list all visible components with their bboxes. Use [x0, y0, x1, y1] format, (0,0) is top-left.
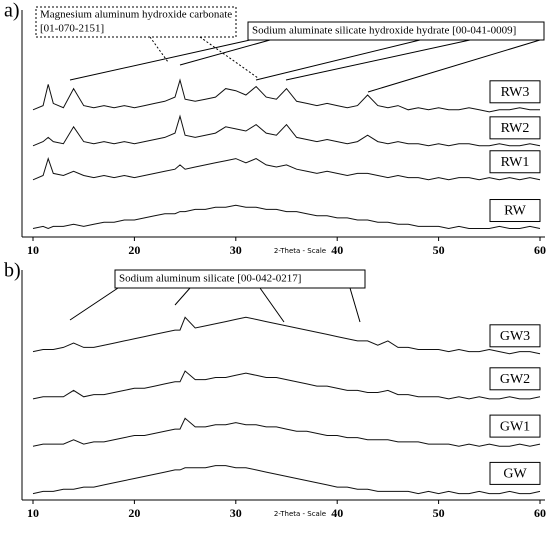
legend-box	[489, 116, 541, 140]
legend-box	[489, 367, 541, 391]
x-tick-label: 20	[128, 506, 140, 520]
annotation-box	[114, 269, 366, 289]
x-tick-label: 60	[534, 243, 546, 257]
x-tick-label: 20	[128, 243, 140, 257]
panel-label: a)	[4, 0, 20, 22]
x-axis-title: 2-Theta - Scale	[274, 247, 326, 255]
series-line	[32, 204, 541, 230]
panel-label: b)	[4, 260, 21, 282]
annotation-leaders	[149, 36, 259, 79]
series-line	[32, 114, 541, 147]
series-line	[32, 465, 541, 495]
legend-box	[489, 150, 541, 174]
legend-label: GW1	[500, 419, 530, 434]
legend-box	[489, 461, 541, 485]
legend-label: RW3	[501, 85, 530, 100]
x-tick-label: 10	[27, 243, 39, 257]
legend-label: GW2	[500, 372, 530, 387]
legend-box	[489, 80, 541, 104]
legend-label: RW2	[501, 121, 530, 136]
annotation-leaders	[69, 39, 541, 93]
x-tick-label: 60	[534, 506, 546, 520]
annotation: Sodium aluminate silicate hydroxide hydr…	[252, 25, 516, 37]
annotation: Magnesium aluminum hydroxide carbonate	[40, 9, 232, 21]
annotation-leaders	[69, 287, 361, 323]
series-line	[32, 78, 540, 113]
x-tick-label: 50	[433, 243, 445, 257]
x-axis-title: 2-Theta - Scale	[274, 510, 326, 518]
legend-label: RW	[504, 204, 527, 219]
annotation: [01-070-2151]	[40, 23, 104, 35]
legend-label: GW3	[500, 329, 530, 344]
x-tick-label: 50	[433, 506, 445, 520]
x-tick-label: 10	[27, 506, 39, 520]
x-tick-label: 40	[331, 506, 343, 520]
x-tick-label: 40	[331, 243, 343, 257]
panel: 10 20 30 40 50 60 2-Theta - Scale a) RW3 RW2 RW1 RW	[4, 0, 546, 257]
panel: 10 20 30 40 50 60 2-Theta - Scale b) GW3 GW2 GW1 GW	[4, 260, 546, 520]
series-line	[32, 156, 541, 181]
series-line	[32, 370, 541, 400]
legend-label: GW	[503, 467, 527, 482]
annotation-box	[35, 6, 237, 38]
annotation-box	[247, 21, 545, 41]
legend-box	[489, 414, 541, 438]
legend-label: RW1	[501, 155, 530, 170]
x-tick-label: 30	[230, 243, 242, 257]
legend-box	[489, 199, 541, 223]
x-tick-label: 30	[230, 506, 242, 520]
series-line	[32, 417, 541, 447]
annotation: Sodium aluminum silicate [00-042-0217]	[119, 273, 301, 285]
series-line	[32, 316, 541, 355]
legend-box	[489, 324, 541, 348]
